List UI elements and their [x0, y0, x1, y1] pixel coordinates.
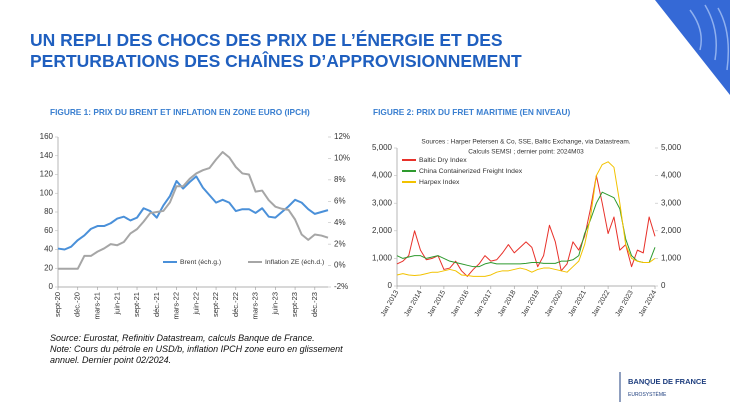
y2-tick-label: 1,000: [661, 254, 682, 263]
x-tick-label: Jan 2019: [521, 289, 542, 318]
slide-title: UN REPLI DES CHOCS DES PRIX DE L’ÉNERGIE…: [30, 30, 522, 72]
x-tick-label: juin-22: [191, 292, 200, 316]
legend-label: Inflation ZE (éch.d.): [265, 259, 324, 266]
decoration: [655, 0, 730, 95]
x-tick-label: Jan 2020: [544, 289, 565, 318]
x-tick-label: Jan 2017: [474, 289, 495, 318]
x-tick-label: mars-22: [172, 292, 181, 320]
y2-tick-label: 6%: [334, 196, 346, 205]
y-tick-label: 140: [40, 151, 54, 160]
x-tick-label: sept-21: [132, 292, 141, 317]
legend-label: China Containerized Freight Index: [419, 168, 523, 175]
series-line: [396, 191, 656, 268]
y-tick-label: 120: [40, 170, 54, 179]
y2-tick-label: 12%: [334, 132, 350, 141]
x-tick-label: juin-23: [270, 292, 279, 316]
x-tick-label: déc.-21: [152, 292, 161, 317]
note: Source: Eurostat, Refinitiv Datastream, …: [50, 333, 315, 343]
y2-tick-label: -2%: [334, 282, 348, 291]
series-line: [396, 175, 656, 277]
y-tick-label: 1,000: [372, 254, 393, 263]
y2-tick-label: 5,000: [661, 143, 682, 152]
legend-label: Baltic Dry Index: [419, 157, 467, 164]
x-tick-label: Jan 2016: [450, 289, 471, 318]
chart-title: FIGURE 1: PRIX DU BRENT ET INFLATION EN …: [50, 107, 310, 117]
x-tick-label: juin-21: [112, 292, 121, 316]
logo-name: BANQUE DE FRANCE: [628, 377, 707, 386]
y-tick-label: 0: [49, 282, 54, 291]
y-tick-label: 100: [40, 188, 54, 197]
x-tick-label: Jan 2018: [497, 289, 518, 318]
series-line: [57, 175, 329, 251]
x-tick-label: mars-21: [92, 292, 101, 320]
y2-tick-label: 10%: [334, 154, 350, 163]
x-tick-label: sept-20: [53, 292, 62, 317]
logo: BANQUE DE FRANCE EUROSYSTÈME: [628, 377, 706, 398]
y2-tick-label: 4%: [334, 218, 346, 227]
y-tick-label: 0: [388, 281, 393, 290]
chart-title: FIGURE 2: PRIX DU FRET MARITIME (EN NIVE…: [373, 107, 571, 117]
y-tick-label: 4,000: [372, 171, 393, 180]
title-line: PERTURBATIONS DES CHAÎNES D’APPROVISIONN…: [30, 51, 522, 71]
legend-label: Harpex Index: [419, 179, 460, 186]
series-line: [58, 151, 329, 270]
x-tick-label: Jan 2015: [427, 289, 448, 318]
x-tick-label: déc.-20: [73, 292, 82, 317]
x-tick-label: déc.-23: [310, 292, 319, 317]
y-tick-label: 80: [44, 207, 53, 216]
y-tick-label: 2,000: [372, 226, 393, 235]
x-tick-label: Jan 2013: [380, 289, 401, 318]
logo-sub: EUROSYSTÈME: [628, 392, 667, 398]
note: Note: Cours du pétrole en USD/b, inflati…: [50, 344, 343, 365]
x-tick-label: Jan 2014: [403, 289, 424, 318]
x-tick-label: sept-23: [290, 292, 299, 317]
title-line: UN REPLI DES CHOCS DES PRIX DE L’ÉNERGIE…: [30, 30, 503, 50]
x-tick-label: Jan 2023: [614, 289, 635, 318]
decoration-lines: [689, 4, 730, 71]
x-tick-label: Jan 2021: [567, 289, 588, 318]
series-line: [396, 161, 656, 277]
legend-label: Brent (éch.g.): [180, 259, 221, 266]
annotation: Sources : Harper Petersen & Co, SSE, Bal…: [421, 139, 630, 146]
y-tick-label: 160: [40, 132, 54, 141]
y2-tick-label: 2%: [334, 239, 346, 248]
y2-tick-label: 0%: [334, 261, 346, 270]
y-tick-label: 60: [44, 226, 53, 235]
x-tick-label: Jan 2024: [638, 289, 659, 318]
x-tick-label: Jan 2022: [591, 289, 612, 318]
y2-tick-label: 2,000: [661, 226, 682, 235]
y-tick-label: 40: [44, 245, 53, 254]
y2-tick-label: 4,000: [661, 171, 682, 180]
annotation: Calculs SEMSI ; dernier point: 2024M03: [468, 149, 584, 156]
y2-tick-label: 8%: [334, 175, 346, 184]
y-tick-label: 20: [44, 263, 53, 272]
x-tick-label: sept-22: [211, 292, 220, 317]
x-tick-label: mars-23: [251, 292, 260, 320]
notes: Source: Eurostat, Refinitiv Datastream, …: [50, 333, 350, 366]
y2-tick-label: 0: [661, 281, 666, 290]
y2-tick-label: 3,000: [661, 198, 682, 207]
x-tick-label: déc.-22: [231, 292, 240, 317]
y-tick-label: 3,000: [372, 198, 393, 207]
y-tick-label: 5,000: [372, 143, 393, 152]
